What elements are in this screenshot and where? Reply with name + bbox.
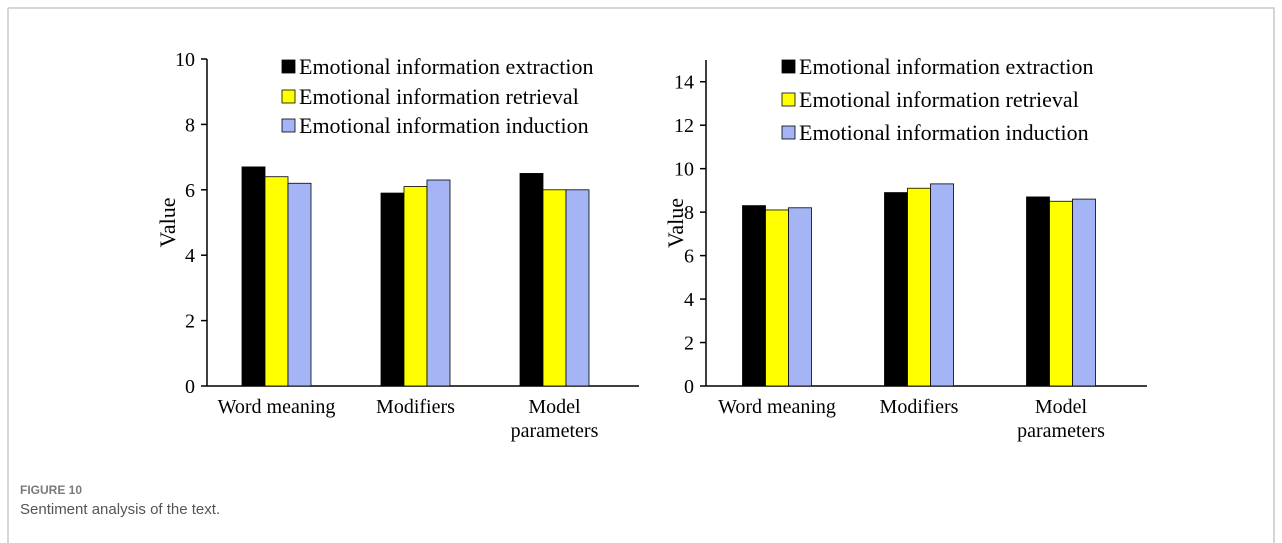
bar [884,192,908,387]
y-tick-label: 2 [185,311,195,333]
bar [765,209,789,387]
legend-swatch [781,92,796,107]
legend-swatch [781,59,796,74]
legend-label: Emotional information induction [299,113,589,138]
y-tick-label: 6 [185,180,195,202]
x-tick-label: Modifiers [880,396,959,418]
bar [1026,196,1050,387]
legend-swatch [281,89,296,104]
y-tick-label: 0 [684,376,694,398]
x-tick-label: Model parameters [1017,396,1105,442]
bar [742,205,766,387]
figure-caption: Sentiment analysis of the text. [20,501,220,518]
legend-swatch [281,118,296,133]
x-tick-label: Word meaning [718,396,836,418]
y-tick-label: 8 [185,114,195,136]
legend-label: Emotional information extraction [299,54,593,79]
bar [565,189,590,387]
x-tick-label: Word meaning [218,396,336,418]
y-tick-label: 10 [674,159,694,181]
y-tick-label: 14 [674,72,694,94]
figure-label: FIGURE 10 [20,483,82,497]
x-tick-label: Model parameters [511,396,599,442]
legend-label: Emotional information induction [799,120,1089,145]
y-axis-label: Value [663,198,688,248]
legend-label: Emotional information retrieval [799,87,1079,112]
y-tick-label: 8 [684,202,694,224]
bar [264,176,289,387]
x-tick-label: Modifiers [376,396,455,418]
legend-label: Emotional information retrieval [299,84,579,109]
bar [287,182,312,387]
y-tick-label: 10 [175,49,195,71]
bar [380,192,405,387]
bar [426,179,451,387]
y-tick-label: 2 [684,333,694,355]
bar [1049,200,1073,387]
y-tick-label: 4 [185,245,195,267]
legend-swatch [281,59,296,74]
bar [241,166,266,387]
bar [930,183,954,387]
bar [403,186,428,387]
bar [519,173,544,387]
legend-label: Emotional information extraction [799,54,1093,79]
bar [788,207,812,387]
frame [8,7,1275,543]
y-tick-label: 6 [684,246,694,268]
bar [907,187,931,387]
y-axis-label: Value [155,197,180,247]
legend-swatch [781,125,796,140]
y-tick-label: 12 [674,115,694,137]
bar [542,189,567,387]
y-tick-label: 0 [185,376,195,398]
y-tick-label: 4 [684,289,694,311]
bar [1072,198,1096,387]
